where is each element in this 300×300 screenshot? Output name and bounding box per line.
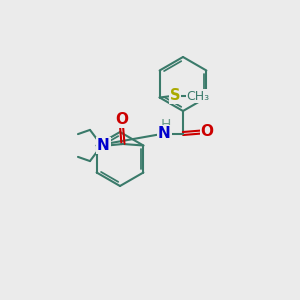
Text: N: N: [158, 126, 171, 141]
Text: S: S: [170, 88, 181, 104]
Text: CH₃: CH₃: [186, 89, 209, 103]
Text: N: N: [97, 138, 110, 153]
Text: H: H: [160, 118, 171, 132]
Text: O: O: [200, 124, 214, 140]
Text: O: O: [115, 112, 128, 128]
